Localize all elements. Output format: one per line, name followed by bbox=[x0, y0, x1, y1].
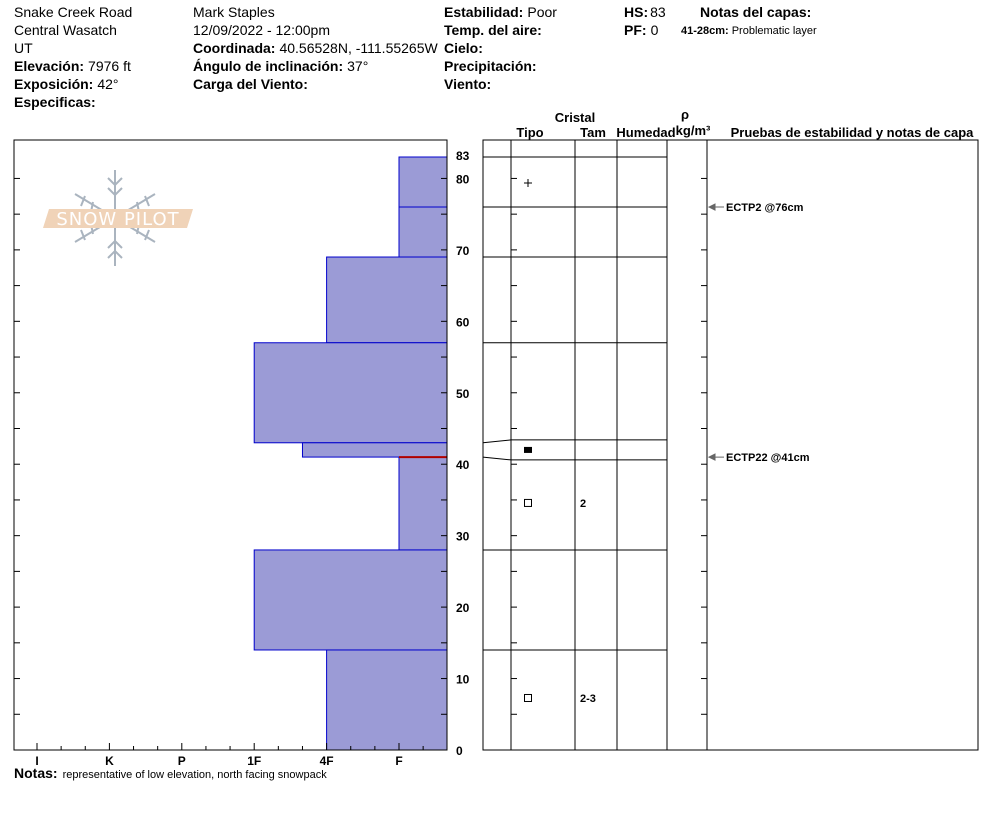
precip-label: Precipitación: bbox=[444, 58, 537, 74]
depth-tick-label: 20 bbox=[456, 601, 470, 615]
hardness-tick-label: P bbox=[178, 754, 186, 768]
slope-angle: Ángulo de inclinación: 37° bbox=[193, 58, 368, 74]
snowpilot-logo: SNOW PILOT bbox=[43, 170, 193, 266]
hardness-layer-bar bbox=[398, 206, 448, 258]
observer-name: Mark Staples bbox=[193, 4, 275, 20]
header-observer: Mark Staples 12/09/2022 - 12:00pm Coordi… bbox=[193, 4, 438, 92]
hardness-tick-label: 4F bbox=[320, 754, 334, 768]
header-conditions: Estabilidad: Poor Temp. del aire: Cielo: … bbox=[444, 4, 817, 92]
coordinates: Coordinada: 40.56528N, -111.55265W bbox=[193, 40, 438, 56]
wind-label: Viento: bbox=[444, 76, 491, 92]
grain-size: 2 bbox=[580, 498, 586, 510]
wind-loading-label: Carga del Viento: bbox=[193, 76, 308, 92]
hardness-layer-bar bbox=[253, 342, 448, 444]
stability-test-label: ECTP22 @41cm bbox=[726, 452, 810, 464]
layer-table: 2 2-3 ECTP2 @76cm ECTP22 @41cm bbox=[482, 139, 979, 751]
tests-header: Pruebas de estabilidad y notas de capa bbox=[731, 125, 975, 140]
grain-open-square-icon bbox=[524, 693, 532, 702]
test-arrow-icon bbox=[707, 203, 724, 211]
moisture-header: Humedad bbox=[616, 125, 675, 140]
depth-tick-label: 83 bbox=[456, 149, 470, 163]
grain-open-square-icon bbox=[524, 498, 532, 507]
hardness-layer-bar bbox=[253, 549, 448, 651]
snow-height: HS: 83 bbox=[624, 4, 666, 20]
depth-tick-label: 10 bbox=[456, 673, 470, 687]
hardness-tick-label: I bbox=[35, 754, 38, 768]
stability-test-label: ECTP2 @76cm bbox=[726, 202, 804, 214]
hardness-profile bbox=[253, 156, 448, 751]
layer-boundary bbox=[482, 439, 667, 444]
hardness-tick-label: 1F bbox=[247, 754, 261, 768]
location-name: Snake Creek Road bbox=[14, 4, 132, 20]
foot-penetration: PF: 0 bbox=[624, 22, 659, 38]
rho-header: ρ bbox=[681, 107, 689, 122]
axes: 83 80 70 60 50 40 30 20 10 0 I K P 1F 4F F bbox=[13, 140, 470, 768]
depth-tick-label: 60 bbox=[456, 315, 470, 329]
depth-tick-label: 80 bbox=[456, 172, 470, 186]
logo-text: SNOW PILOT bbox=[56, 209, 179, 230]
depth-tick-label: 30 bbox=[456, 530, 470, 544]
layer-boundary bbox=[482, 456, 667, 461]
grain-plus-icon bbox=[524, 179, 532, 187]
elevation: Elevación: 7976 ft bbox=[14, 58, 131, 74]
notes: Notas: representative of low elevation, n… bbox=[14, 765, 327, 781]
layer-notes-label: Notas del capas: bbox=[700, 4, 811, 20]
column-headers: Cristal Tipo Tam Humedad ρ kg/m³ Pruebas… bbox=[516, 107, 974, 140]
aspect: Exposición: 42° bbox=[14, 76, 119, 92]
stability: Estabilidad: Poor bbox=[444, 4, 557, 20]
depth-tick-label: 70 bbox=[456, 244, 470, 258]
logo-banner bbox=[43, 209, 193, 228]
grain-size: 2-3 bbox=[580, 693, 596, 705]
crystal-header: Cristal bbox=[555, 110, 595, 125]
hardness-layer-bar bbox=[326, 256, 448, 344]
hardness-layer-bar bbox=[301, 442, 448, 458]
sky-label: Cielo: bbox=[444, 40, 483, 56]
hardness-layer-bar bbox=[326, 649, 448, 751]
air-temp-label: Temp. del aire: bbox=[444, 22, 542, 38]
hardness-layer-bar bbox=[398, 456, 448, 551]
hardness-tick-label: K bbox=[105, 754, 114, 768]
test-arrow-icon bbox=[707, 453, 724, 461]
hardness-tick-label: F bbox=[395, 754, 402, 768]
depth-tick-label: 40 bbox=[456, 458, 470, 472]
depth-tick-label: 50 bbox=[456, 387, 470, 401]
mountain-range: Central Wasatch bbox=[14, 22, 117, 38]
specifics-label: Especificas: bbox=[14, 94, 96, 110]
depth-tick-label: 0 bbox=[456, 744, 463, 758]
type-header: Tipo bbox=[516, 125, 543, 140]
table-frame bbox=[482, 139, 979, 751]
layer-note: 41-28cm: Problematic layer bbox=[681, 25, 817, 37]
state: UT bbox=[14, 40, 33, 56]
hardness-layer-bar bbox=[398, 156, 448, 208]
grain-filled-rect-icon bbox=[524, 446, 532, 453]
density-unit-header: kg/m³ bbox=[676, 123, 711, 138]
header-location: Snake Creek Road Central Wasatch UT Elev… bbox=[14, 4, 132, 110]
size-header: Tam bbox=[580, 125, 606, 140]
observation-datetime: 12/09/2022 - 12:00pm bbox=[193, 22, 330, 38]
